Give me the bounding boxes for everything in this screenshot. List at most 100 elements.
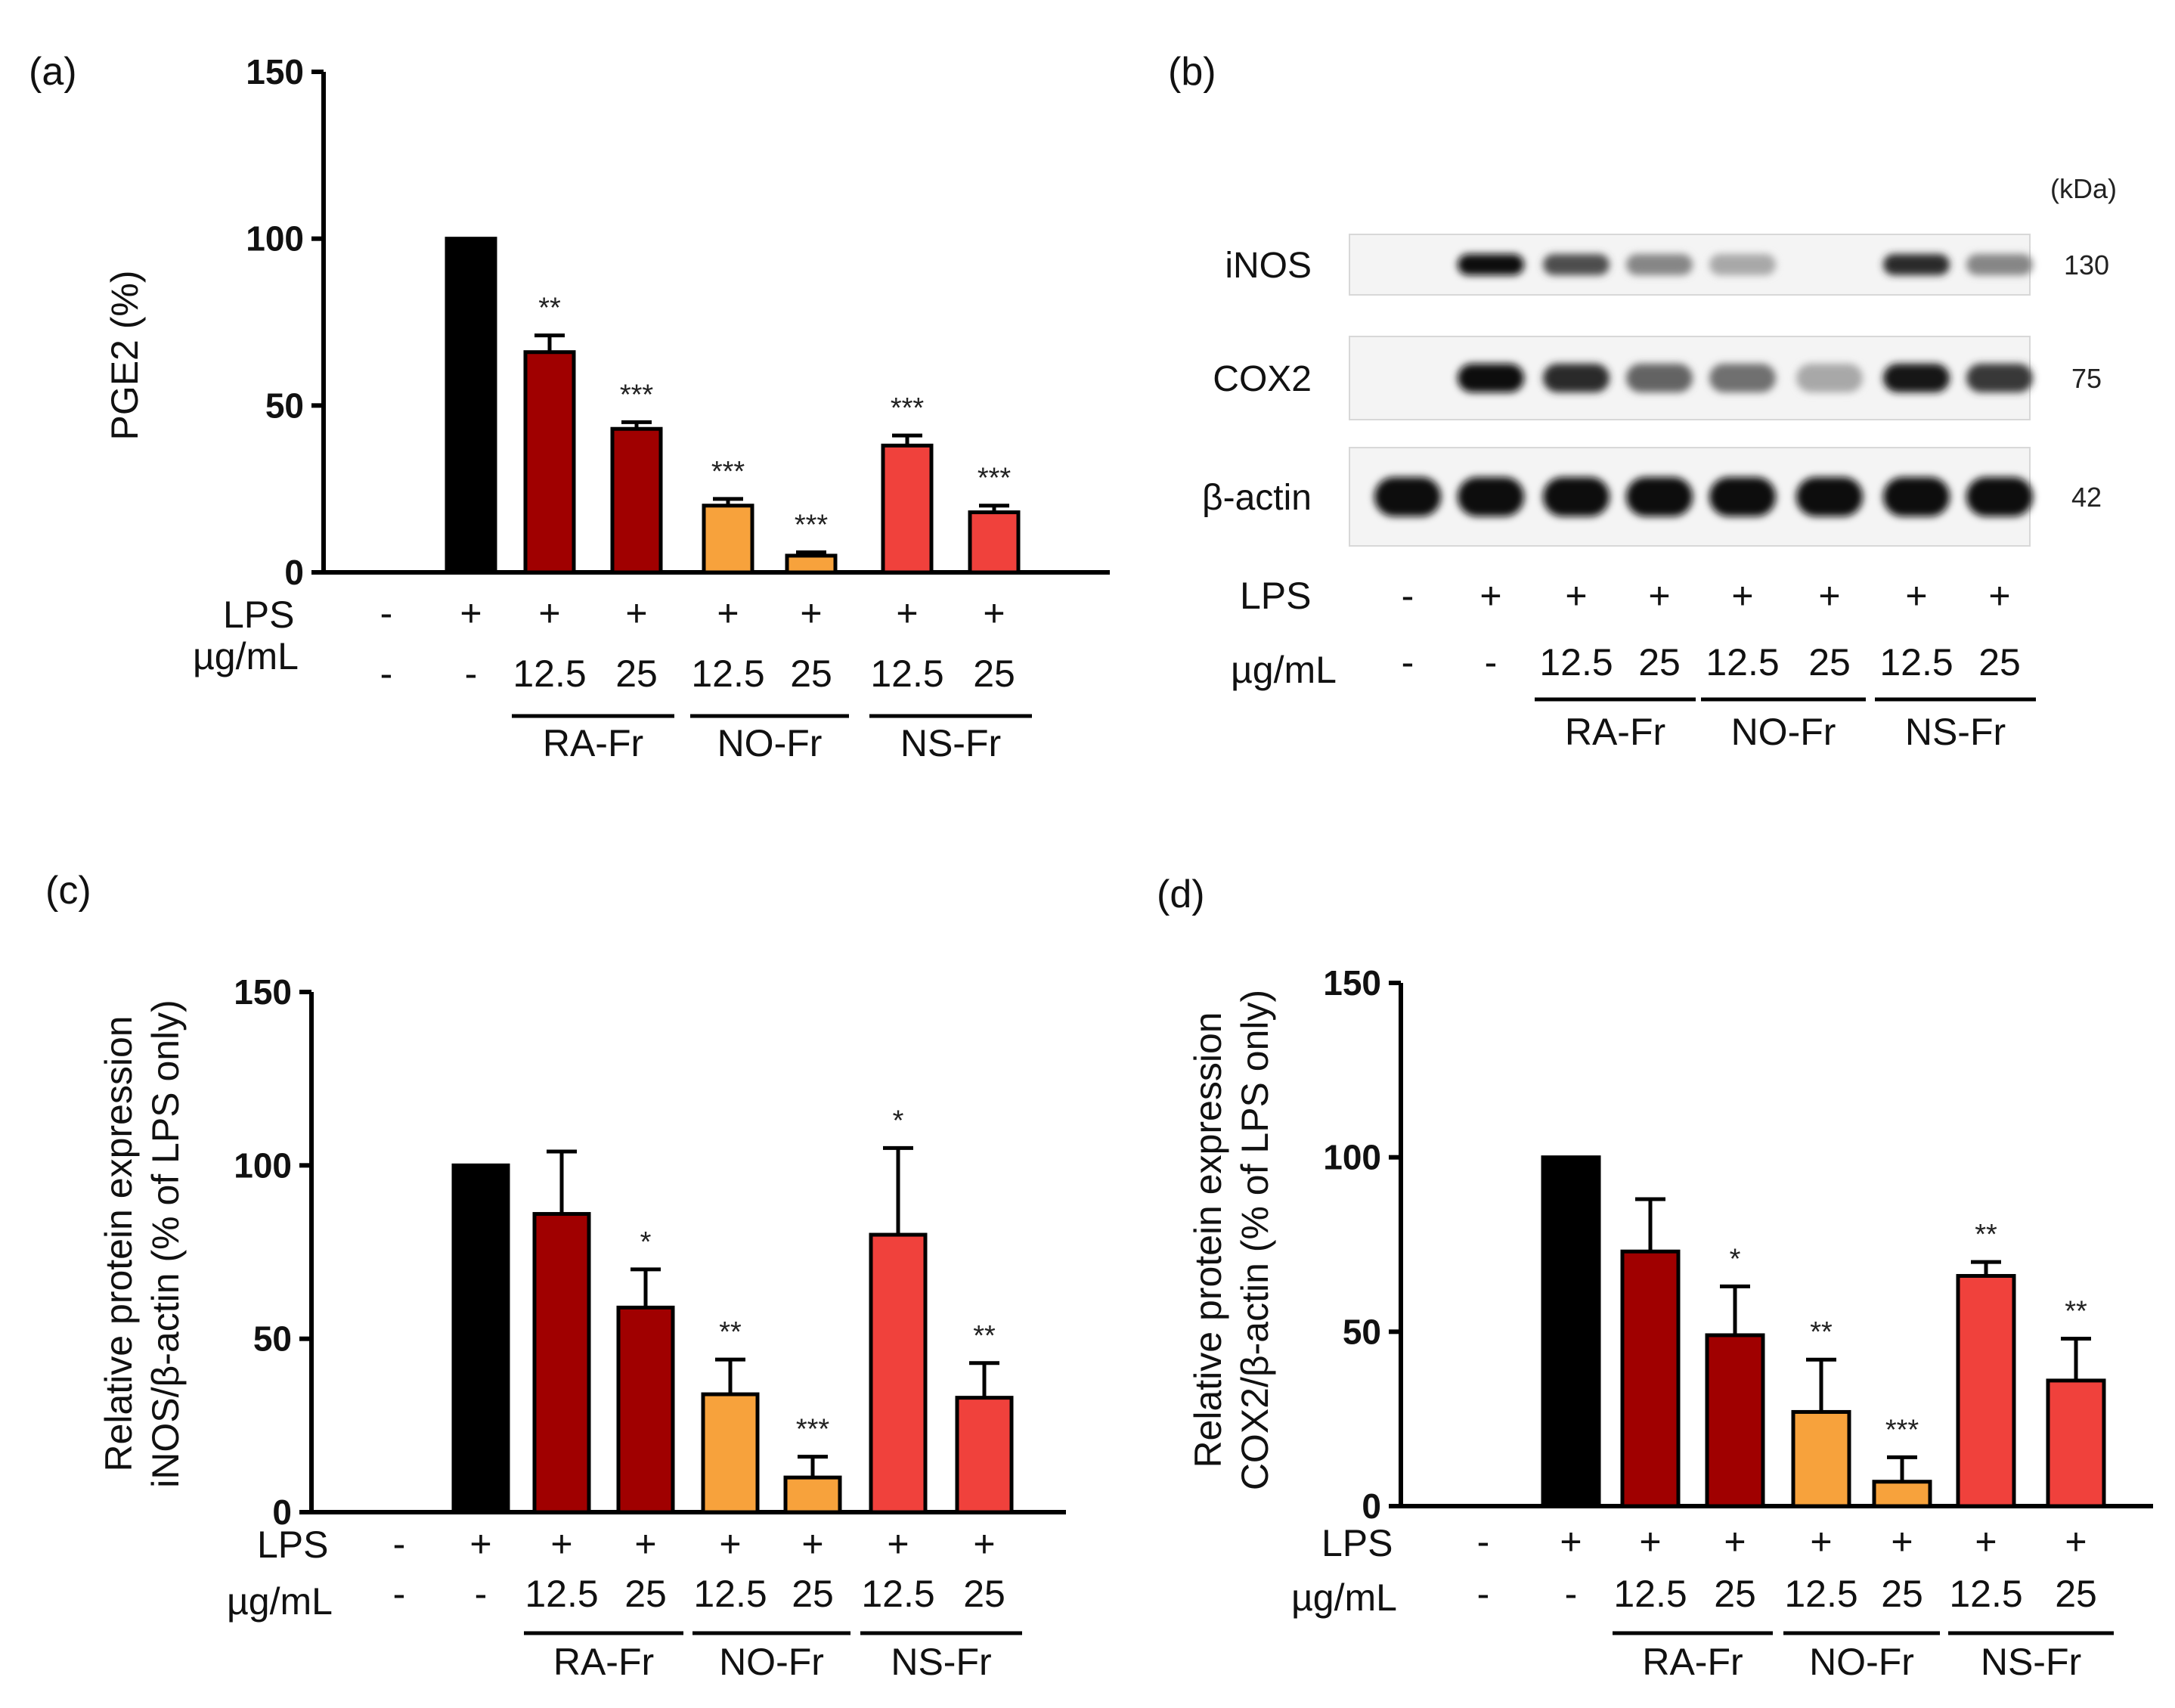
conc-value: - — [1477, 1573, 1490, 1615]
significance-label: ** — [1975, 1219, 1997, 1251]
conc-value: - — [465, 653, 478, 695]
conc-value: 25 — [624, 1573, 667, 1615]
panel-label-a: (a) — [29, 50, 77, 94]
lps-value: + — [1818, 575, 1840, 617]
bar — [881, 443, 934, 575]
lps-value: + — [1648, 575, 1670, 617]
bar — [968, 510, 1021, 575]
y-tick-label: 50 — [253, 1319, 292, 1359]
conc-value: 25 — [1638, 641, 1681, 684]
lps-value: + — [460, 592, 482, 634]
significance-label: ** — [1810, 1316, 1833, 1348]
lps-value: - — [393, 1523, 406, 1565]
lps-value: + — [800, 592, 822, 634]
blot-band — [1796, 477, 1863, 516]
y-axis-label: PGE2 (%) — [104, 270, 146, 440]
lps-value: + — [983, 592, 1005, 634]
group-label: NO-Fr — [1731, 711, 1836, 753]
y-tick-label: 0 — [284, 553, 304, 592]
conc-value: 25 — [790, 653, 832, 695]
significance-label: *** — [711, 456, 745, 488]
lps-value: - — [1477, 1520, 1490, 1563]
conc-row-label: µg/mL — [227, 1580, 333, 1623]
significance-label: * — [1730, 1243, 1741, 1275]
group-label: RA-Fr — [1565, 711, 1665, 753]
conc-value: - — [1565, 1573, 1578, 1615]
conc-value: - — [475, 1573, 488, 1615]
group-label: NS-Fr — [1905, 711, 2006, 753]
kda-unit-label: (kDa) — [2050, 173, 2117, 204]
y-tick-label: 0 — [272, 1493, 292, 1532]
blot-band — [1626, 477, 1693, 516]
panel-label-c: (c) — [45, 869, 91, 913]
conc-row-label: µg/mL — [1291, 1576, 1397, 1619]
y-tick-label: 100 — [246, 219, 304, 259]
group-label: RA-Fr — [553, 1641, 654, 1683]
significance-label: *** — [795, 510, 829, 541]
blot-band — [1458, 477, 1524, 516]
conc-value: 25 — [1978, 641, 2021, 684]
lps-row-label: LPS — [257, 1524, 329, 1566]
blot-band — [1543, 364, 1610, 392]
group-label: RA-Fr — [543, 722, 643, 764]
y-axis-label-2: iNOS/β-actin (% of LPS only) — [144, 1000, 187, 1488]
lps-value: + — [719, 1523, 741, 1565]
conc-value: - — [1485, 641, 1498, 684]
lps-value: + — [2065, 1520, 2087, 1563]
lps-row-label: LPS — [1240, 575, 1312, 617]
conc-value: 12.5 — [861, 1573, 934, 1615]
lps-value: + — [1560, 1520, 1582, 1563]
blot-band — [1966, 477, 2033, 516]
conc-value: 12.5 — [1613, 1573, 1687, 1615]
conc-value: 12.5 — [1784, 1573, 1857, 1615]
blot-band — [1883, 254, 1950, 275]
conc-value: 25 — [1714, 1573, 1756, 1615]
lps-value: + — [1639, 1520, 1661, 1563]
lps-value: + — [634, 1523, 656, 1565]
significance-label: *** — [891, 392, 925, 424]
conc-value: - — [1402, 641, 1414, 684]
lps-row-label: LPS — [223, 594, 295, 636]
blot-band — [1374, 477, 1441, 516]
conc-value: - — [393, 1573, 406, 1615]
chart-c-inos: 0 50 100 150 Relative protein expression iNOS… — [98, 972, 1066, 1683]
blot-band — [1966, 364, 2033, 392]
bar — [1620, 1249, 1681, 1508]
lps-value: + — [469, 1523, 491, 1565]
lps-value: + — [973, 1523, 995, 1565]
y-tick-label: 150 — [246, 52, 304, 91]
bar — [523, 350, 576, 575]
conc-row-label: µg/mL — [193, 635, 299, 677]
significance-label: *** — [620, 379, 654, 411]
conc-value: 12.5 — [1539, 641, 1613, 684]
bar — [1872, 1480, 1932, 1508]
conc-value: 25 — [973, 653, 1015, 695]
bar — [445, 237, 497, 575]
panel-label-d: (d) — [1157, 873, 1205, 916]
conc-value: 25 — [2055, 1573, 2097, 1615]
significance-label: * — [640, 1226, 652, 1258]
group-label: NO-Fr — [717, 722, 823, 764]
conc-value: - — [380, 653, 393, 695]
lps-value: + — [1565, 575, 1587, 617]
conc-value: 12.5 — [870, 653, 943, 695]
bar — [701, 1392, 760, 1514]
significance-label: ** — [719, 1316, 742, 1348]
bar — [785, 553, 838, 575]
y-axis-label: Relative protein expression — [98, 1015, 140, 1471]
blot-band — [1626, 254, 1693, 275]
conc-value: 12.5 — [525, 1573, 598, 1615]
protein-label: iNOS — [1225, 246, 1312, 286]
bar — [1705, 1333, 1765, 1508]
lps-value: + — [1905, 575, 1927, 617]
y-tick-label: 150 — [1323, 963, 1381, 1003]
conc-value: 12.5 — [693, 1573, 767, 1615]
conc-value: 12.5 — [691, 653, 764, 695]
conc-value: 12.5 — [1949, 1573, 2022, 1615]
lps-value: + — [1988, 575, 2010, 617]
conc-value: 12.5 — [1879, 641, 1953, 684]
kda-value: 75 — [2071, 363, 2102, 394]
bar — [955, 1396, 1014, 1514]
lps-value: + — [550, 1523, 572, 1565]
